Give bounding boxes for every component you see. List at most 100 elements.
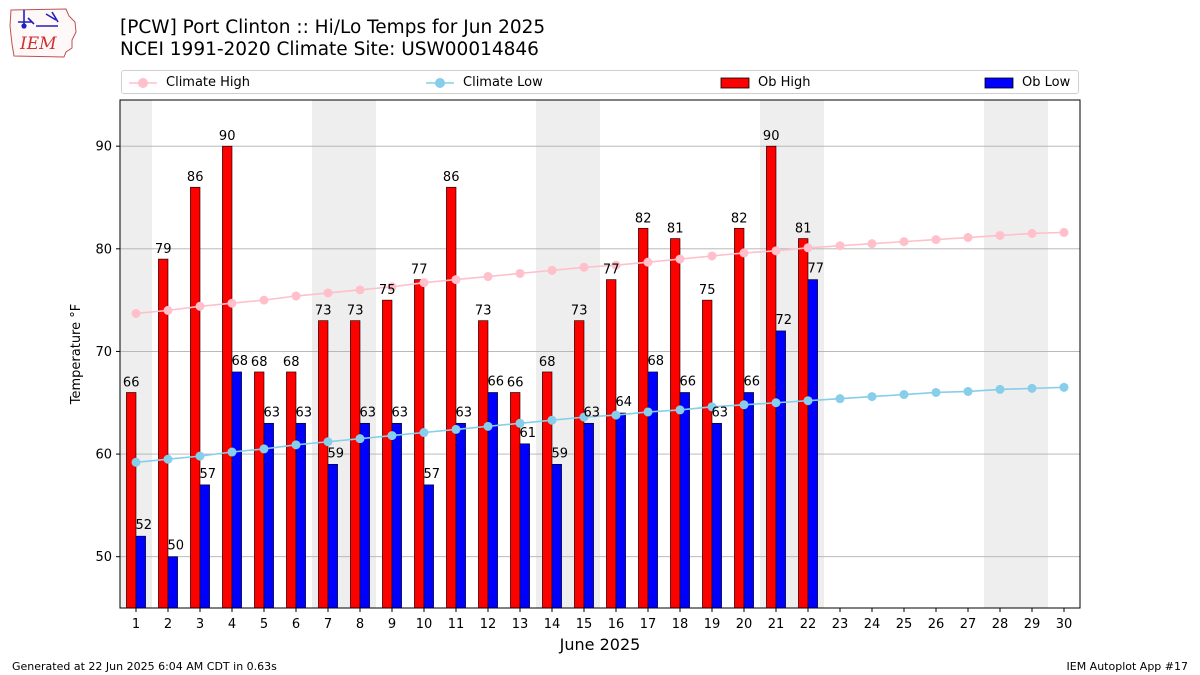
ob-low-bar — [647, 371, 658, 609]
ob-low-label: 63 — [712, 405, 729, 420]
ob-low-label: 77 — [808, 262, 825, 277]
climate-high-point — [707, 251, 717, 261]
ob-high-bar — [222, 145, 233, 609]
climate-high-point — [995, 230, 1005, 240]
ob-low-label: 57 — [200, 467, 217, 482]
ob-low-bar — [295, 422, 306, 609]
climate-high-point — [131, 308, 141, 318]
ob-high-label: 86 — [443, 170, 460, 185]
ob-low-bar — [167, 556, 178, 609]
logo-text: IEM — [19, 34, 57, 54]
ob-low-bar — [583, 422, 594, 609]
ob-low-bar — [391, 422, 402, 609]
climate-low-point — [515, 418, 525, 428]
weekend-band — [984, 100, 1048, 608]
chart-legend: Climate High Climate Low Ob High Ob Low — [121, 70, 1079, 94]
x-tick-label: 7 — [324, 617, 332, 632]
grid-lines — [120, 145, 1080, 558]
ob-low-label: 59 — [328, 446, 345, 461]
ob-low-label: 63 — [264, 405, 281, 420]
x-tick-label: 19 — [704, 617, 721, 632]
climate-high-point — [419, 278, 429, 288]
climate-high-point — [195, 301, 205, 311]
climate-high-point — [675, 254, 685, 264]
climate-low-point — [259, 444, 269, 454]
climate-high-point — [515, 268, 525, 278]
ob-low-label: 64 — [616, 395, 633, 410]
x-tick-label: 12 — [480, 617, 497, 632]
ob-high-bar — [638, 227, 649, 609]
ob-high-bar — [126, 392, 137, 609]
ob-low-bar — [551, 464, 562, 609]
ob-high-label: 90 — [219, 129, 236, 144]
climate-high-point — [611, 260, 621, 270]
x-tick-label: 22 — [800, 617, 817, 632]
ob-high-bar — [606, 279, 617, 609]
x-tick-label: 9 — [388, 617, 396, 632]
chart-title: [PCW] Port Clinton :: Hi/Lo Temps for Ju… — [120, 17, 546, 38]
ob-low-label: 63 — [296, 405, 313, 420]
ob-high-label: 77 — [411, 263, 428, 278]
ob-low-bar — [615, 412, 626, 609]
ob-low-bar — [199, 484, 210, 609]
ob-low-bar — [519, 443, 530, 609]
climate-high-point — [963, 233, 973, 243]
climate-high-line — [135, 231, 1065, 315]
ob-high-label: 68 — [539, 355, 556, 370]
climate-high-point — [547, 265, 557, 275]
x-tick-label: 26 — [928, 617, 945, 632]
climate-low-point — [419, 428, 429, 438]
x-tick-label: 18 — [672, 617, 689, 632]
climate-low-point — [195, 451, 205, 461]
ob-low-bar — [327, 464, 338, 609]
x-tick-label: 17 — [640, 617, 657, 632]
climate-low-point — [483, 421, 493, 431]
ob-low-bar — [679, 392, 690, 609]
ob-high-label: 86 — [187, 170, 204, 185]
ob-low-label: 59 — [552, 446, 569, 461]
x-tick-label: 25 — [896, 617, 913, 632]
ob-high-label: 75 — [379, 283, 396, 298]
ob-high-bar — [798, 238, 809, 609]
climate-low-point — [1059, 382, 1069, 392]
climate-low-point — [611, 410, 621, 420]
climate-low-point — [931, 387, 941, 397]
ob-high-label: 75 — [699, 283, 716, 298]
iem-logo: IEM — [9, 8, 77, 58]
ob-high-bar — [702, 299, 713, 609]
climate-high-point — [1027, 228, 1037, 238]
ob-low-label: 68 — [232, 354, 249, 369]
ob-high-bar — [478, 320, 489, 609]
ob-high-bar — [382, 299, 393, 609]
plot-frame — [119, 99, 1081, 609]
ob-high-bar — [446, 186, 457, 609]
legend-swatch-ob-low — [984, 77, 1014, 89]
bars — [126, 145, 818, 609]
chart-subtitle: NCEI 1991-2020 Climate Site: USW00014846 — [120, 39, 539, 60]
ob-high-label: 73 — [315, 304, 332, 319]
x-tick-label: 11 — [448, 617, 465, 632]
x-tick-label: 28 — [992, 617, 1009, 632]
legend-swatch-ob-high — [720, 77, 750, 89]
ob-low-label: 61 — [520, 426, 537, 441]
ob-low-bar — [807, 279, 818, 609]
climate-high-point — [803, 243, 813, 253]
climate-low-point — [771, 398, 781, 408]
ob-low-bar — [743, 392, 754, 609]
ob-low-label: 63 — [456, 405, 473, 420]
ob-high-label: 90 — [763, 129, 780, 144]
x-tick-label: 1 — [132, 617, 140, 632]
y-tick-label: 50 — [95, 550, 112, 565]
climate-low-point — [131, 457, 141, 467]
ob-low-bar — [359, 422, 370, 609]
climate-low-point — [899, 390, 909, 400]
legend-label-ob-low: Ob Low — [1022, 75, 1071, 90]
x-tick-label: 16 — [608, 617, 625, 632]
ob-low-label: 66 — [488, 374, 505, 389]
ob-high-label: 77 — [603, 263, 620, 278]
climate-high-point — [451, 275, 461, 285]
climate-low-point — [163, 454, 173, 464]
climate-low-point — [547, 415, 557, 425]
